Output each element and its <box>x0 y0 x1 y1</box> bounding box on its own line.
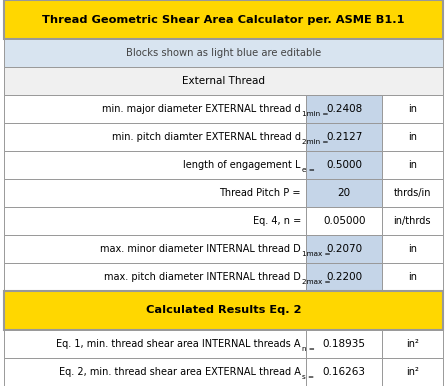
Bar <box>382 207 443 235</box>
Bar <box>382 95 443 123</box>
Bar <box>4 235 306 263</box>
Text: in: in <box>408 272 417 282</box>
Text: 1min =: 1min = <box>302 111 328 117</box>
Text: s =: s = <box>302 374 314 380</box>
Bar <box>4 263 306 291</box>
Text: in: in <box>408 132 417 142</box>
Bar <box>306 123 382 151</box>
Text: 0.2127: 0.2127 <box>326 132 363 142</box>
Bar <box>382 235 443 263</box>
Text: 2min =: 2min = <box>302 139 328 145</box>
Bar <box>306 263 382 291</box>
Text: 0.2200: 0.2200 <box>326 272 362 282</box>
Text: Eq. 4, n =: Eq. 4, n = <box>253 216 301 226</box>
Text: e =: e = <box>302 167 315 173</box>
Bar <box>4 67 443 95</box>
Bar <box>4 330 306 358</box>
Bar <box>306 95 382 123</box>
Text: length of engagement L: length of engagement L <box>183 160 301 170</box>
Text: 2max =: 2max = <box>302 279 330 284</box>
Bar <box>382 151 443 179</box>
Text: n =: n = <box>302 346 315 352</box>
Bar <box>306 151 382 179</box>
Bar <box>382 330 443 358</box>
Bar <box>382 179 443 207</box>
Bar <box>382 123 443 151</box>
Bar <box>306 330 382 358</box>
Text: 1max =: 1max = <box>302 251 330 257</box>
Text: in²: in² <box>406 367 419 377</box>
Text: 0.2408: 0.2408 <box>326 104 363 114</box>
Text: Calculated Results Eq. 2: Calculated Results Eq. 2 <box>146 305 301 315</box>
Text: min. pitch diamter EXTERNAL thread d: min. pitch diamter EXTERNAL thread d <box>112 132 301 142</box>
Text: in: in <box>408 244 417 254</box>
Text: 0.18935: 0.18935 <box>323 339 366 349</box>
Bar <box>4 291 443 330</box>
Bar <box>306 358 382 386</box>
Bar <box>306 179 382 207</box>
Text: in: in <box>408 160 417 170</box>
Bar <box>4 358 306 386</box>
Text: min. major diameter EXTERNAL thread d: min. major diameter EXTERNAL thread d <box>102 104 301 114</box>
Bar <box>4 179 306 207</box>
Bar <box>306 207 382 235</box>
Bar <box>306 235 382 263</box>
Bar <box>4 123 306 151</box>
Text: Blocks shown as light blue are editable: Blocks shown as light blue are editable <box>126 48 321 58</box>
Text: Eq. 1, min. thread shear area INTERNAL threads A: Eq. 1, min. thread shear area INTERNAL t… <box>56 339 301 349</box>
Text: max. minor diameter INTERNAL thread D: max. minor diameter INTERNAL thread D <box>100 244 301 254</box>
Text: 0.16263: 0.16263 <box>323 367 366 377</box>
Text: Eq. 2, min. thread shear area EXTERNAL thread A: Eq. 2, min. thread shear area EXTERNAL t… <box>59 367 301 377</box>
Text: in/thrds: in/thrds <box>394 216 431 226</box>
Bar <box>382 263 443 291</box>
Text: Thread Pitch P =: Thread Pitch P = <box>219 188 301 198</box>
Bar <box>4 0 443 39</box>
Text: 0.05000: 0.05000 <box>323 216 366 226</box>
Text: thrds/in: thrds/in <box>394 188 431 198</box>
Text: 0.5000: 0.5000 <box>326 160 362 170</box>
Text: External Thread: External Thread <box>182 76 265 86</box>
Bar <box>4 39 443 67</box>
Text: in: in <box>408 104 417 114</box>
Bar <box>382 358 443 386</box>
Text: 0.2070: 0.2070 <box>326 244 362 254</box>
Text: in²: in² <box>406 339 419 349</box>
Bar <box>4 207 306 235</box>
Text: max. pitch diameter INTERNAL thread D: max. pitch diameter INTERNAL thread D <box>104 272 301 282</box>
Bar <box>4 151 306 179</box>
Text: 20: 20 <box>337 188 351 198</box>
Text: Thread Geometric Shear Area Calculator per. ASME B1.1: Thread Geometric Shear Area Calculator p… <box>42 15 405 25</box>
Bar <box>4 95 306 123</box>
